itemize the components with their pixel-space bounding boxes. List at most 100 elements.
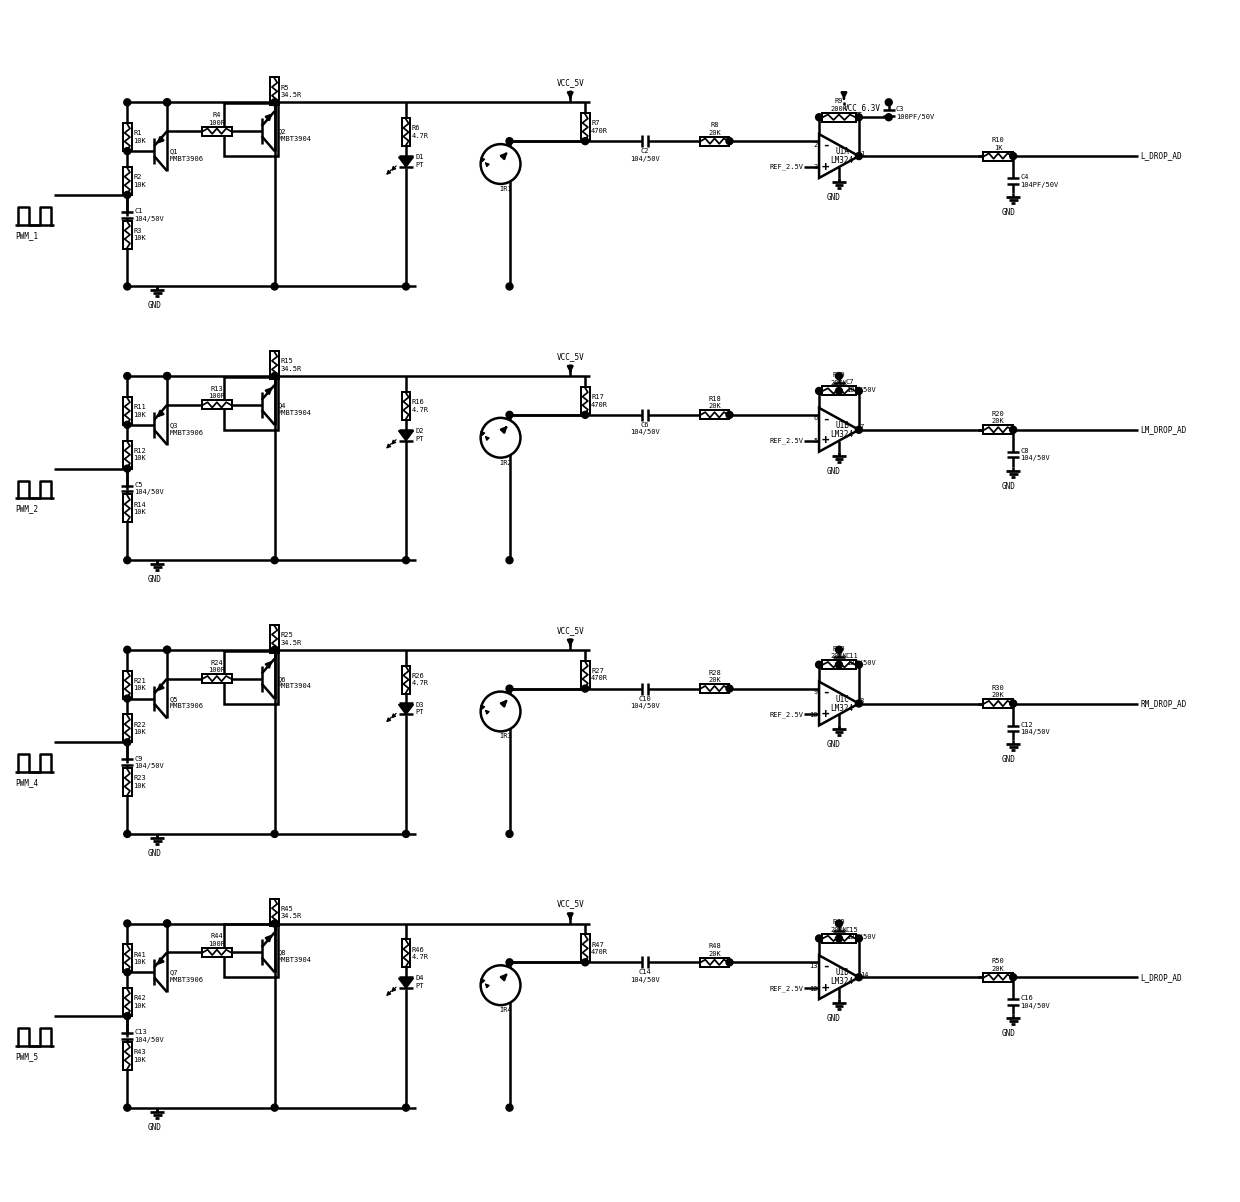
Text: +: +	[822, 982, 830, 995]
Bar	[123, 1042, 131, 1070]
Circle shape	[836, 387, 842, 394]
Bar	[580, 387, 590, 415]
Text: R18
20K: R18 20K	[708, 395, 720, 410]
Circle shape	[582, 138, 589, 144]
Text: Q2
MMBT3904: Q2 MMBT3904	[278, 129, 311, 142]
Bar	[224, 103, 278, 156]
Text: LM_DROP_AD: LM_DROP_AD	[1141, 426, 1187, 434]
Text: GND: GND	[827, 740, 841, 749]
Text: C12
104/50V: C12 104/50V	[1021, 721, 1050, 736]
Circle shape	[403, 1105, 409, 1111]
Text: 14: 14	[859, 971, 868, 977]
Bar	[580, 113, 590, 141]
Text: C5
104/50V: C5 104/50V	[134, 482, 164, 495]
Circle shape	[272, 831, 278, 838]
Text: 6: 6	[813, 416, 817, 422]
Text: LM324: LM324	[831, 703, 853, 713]
Text: PWM_4: PWM_4	[15, 778, 38, 787]
Text: Q8
MMBT3904: Q8 MMBT3904	[278, 950, 311, 963]
Text: REF_2.5V: REF_2.5V	[769, 712, 804, 718]
Bar	[202, 126, 232, 136]
Text: GND: GND	[148, 575, 161, 584]
Text: R14
10K: R14 10K	[133, 501, 146, 516]
Text: R6
4.7R: R6 4.7R	[412, 125, 429, 139]
Circle shape	[1009, 974, 1017, 981]
Bar	[123, 167, 131, 195]
Bar	[983, 426, 1013, 434]
Circle shape	[506, 411, 513, 418]
Text: GND: GND	[148, 1123, 161, 1131]
Text: D3
PT: D3 PT	[415, 702, 424, 715]
Circle shape	[885, 114, 893, 120]
Bar	[270, 625, 279, 653]
Text: D1
PT: D1 PT	[415, 154, 424, 168]
Circle shape	[124, 557, 130, 564]
Text: GND: GND	[827, 192, 841, 202]
Polygon shape	[398, 978, 413, 988]
Text: C10
104/50V: C10 104/50V	[630, 696, 660, 709]
Bar	[402, 940, 410, 968]
Circle shape	[124, 99, 130, 106]
Circle shape	[164, 373, 171, 380]
Text: C1
104/50V: C1 104/50V	[134, 208, 164, 221]
Text: LM324: LM324	[831, 430, 853, 439]
Circle shape	[856, 114, 862, 120]
Circle shape	[124, 920, 130, 927]
Polygon shape	[820, 682, 859, 726]
Text: L_DROP_AD: L_DROP_AD	[1141, 972, 1182, 982]
Text: GND: GND	[1001, 482, 1016, 490]
Text: -: -	[822, 138, 830, 151]
Text: LM324: LM324	[831, 156, 853, 165]
Text: 7: 7	[859, 424, 864, 430]
Bar	[402, 666, 410, 694]
Bar	[983, 700, 1013, 708]
Text: R42
10K: R42 10K	[133, 995, 146, 1008]
Text: GND: GND	[1001, 1029, 1016, 1039]
Text: R49
200K: R49 200K	[831, 920, 847, 933]
Circle shape	[856, 387, 862, 394]
Circle shape	[164, 920, 171, 927]
Circle shape	[836, 920, 842, 927]
Text: R13
100R: R13 100R	[208, 386, 226, 399]
Text: R21
10K: R21 10K	[133, 678, 146, 691]
Text: R23
10K: R23 10K	[133, 775, 146, 789]
Bar	[699, 958, 729, 966]
Text: R16
4.7R: R16 4.7R	[412, 399, 429, 412]
Text: R7
470R: R7 470R	[591, 120, 608, 133]
Circle shape	[836, 647, 842, 653]
Text: C8
104/50V: C8 104/50V	[1021, 448, 1050, 462]
Text: Q4
MMBT3904: Q4 MMBT3904	[278, 403, 311, 416]
Bar	[580, 934, 590, 963]
Circle shape	[725, 959, 733, 965]
Text: 3: 3	[813, 165, 817, 171]
Circle shape	[1009, 427, 1017, 433]
Bar	[822, 113, 857, 121]
Text: R20
20K: R20 20K	[992, 411, 1004, 424]
Circle shape	[403, 557, 409, 564]
Text: R3
10K: R3 10K	[133, 228, 146, 242]
Circle shape	[124, 739, 130, 745]
Bar	[270, 899, 279, 927]
Circle shape	[124, 282, 130, 290]
Bar	[123, 494, 131, 523]
Polygon shape	[398, 704, 413, 714]
Text: R11
10K: R11 10K	[133, 404, 146, 417]
Circle shape	[403, 282, 409, 290]
Text: 1: 1	[859, 150, 864, 156]
Circle shape	[272, 373, 278, 380]
Bar	[123, 124, 131, 151]
Circle shape	[164, 647, 171, 653]
Circle shape	[124, 191, 130, 198]
Text: R9
200K: R9 200K	[831, 99, 847, 112]
Text: REF_2.5V: REF_2.5V	[769, 984, 804, 992]
Text: R15
34.5R: R15 34.5R	[280, 358, 301, 371]
Text: R30
20K: R30 20K	[992, 685, 1004, 698]
Text: R10
1K: R10 1K	[992, 137, 1004, 150]
Text: Q5
MMBT3906: Q5 MMBT3906	[170, 696, 205, 709]
Circle shape	[725, 411, 733, 418]
Text: 2: 2	[813, 142, 817, 148]
Bar	[822, 934, 857, 942]
Circle shape	[506, 959, 513, 965]
Bar	[224, 650, 278, 703]
Text: C9
104/50V: C9 104/50V	[134, 756, 164, 769]
